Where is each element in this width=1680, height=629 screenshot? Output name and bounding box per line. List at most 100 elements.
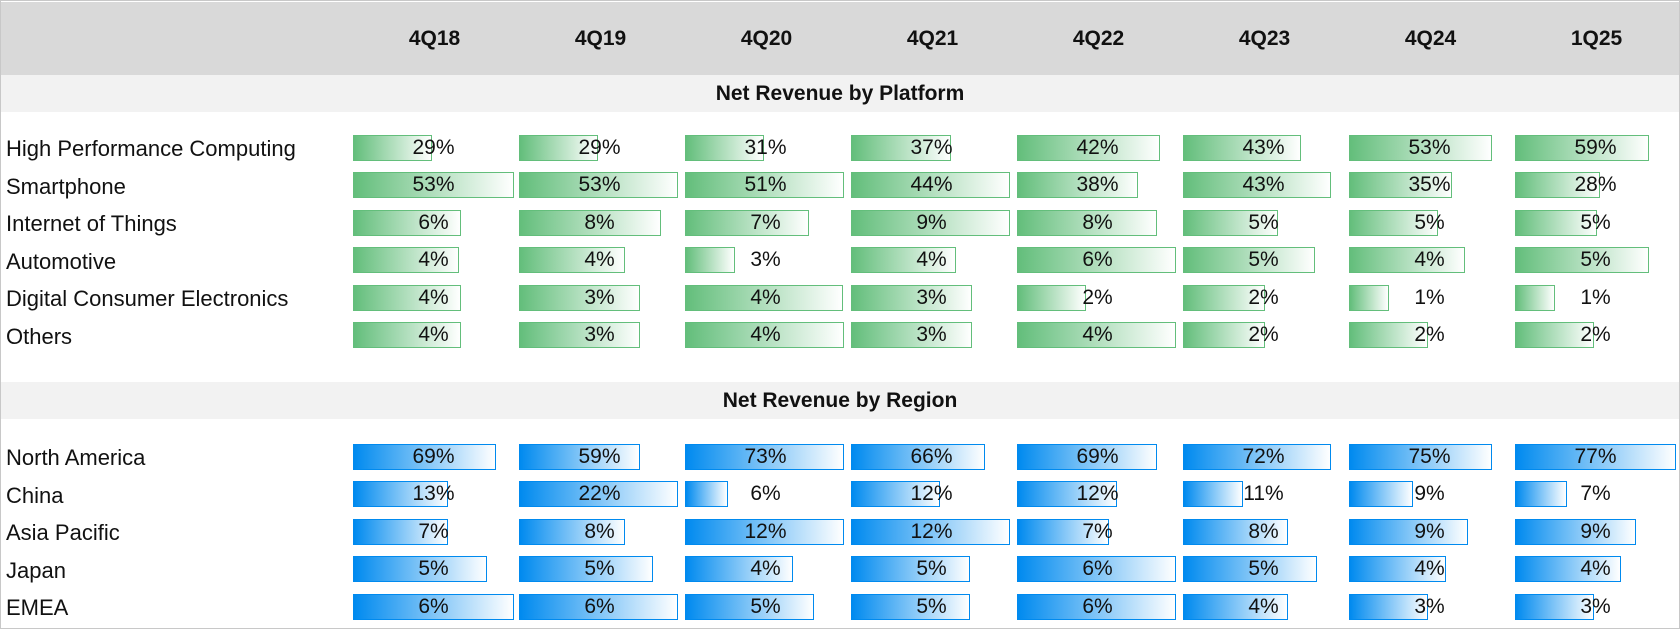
data-cell[interactable]: 12% xyxy=(1017,481,1178,509)
data-cell[interactable]: 75% xyxy=(1349,443,1510,472)
data-cell[interactable]: 8% xyxy=(1183,518,1344,547)
data-cell[interactable]: 6% xyxy=(1017,556,1178,584)
data-cell[interactable]: 3% xyxy=(519,284,680,313)
data-cell[interactable]: 53% xyxy=(1349,134,1510,163)
data-cell[interactable]: 53% xyxy=(519,172,680,200)
cell-value: 59% xyxy=(578,444,621,468)
data-cell[interactable]: 37% xyxy=(851,134,1012,163)
data-cell[interactable]: 29% xyxy=(353,134,514,163)
data-cell[interactable]: 5% xyxy=(1515,209,1676,238)
data-cell[interactable]: 4% xyxy=(1349,556,1510,584)
cell-value: 6% xyxy=(418,594,449,618)
data-cell[interactable]: 2% xyxy=(1017,284,1178,313)
data-cell[interactable]: 7% xyxy=(1017,518,1178,547)
data-cell[interactable]: 38% xyxy=(1017,172,1178,200)
cell-value: 7% xyxy=(418,519,449,543)
data-cell[interactable]: 59% xyxy=(1515,134,1676,163)
data-cell[interactable]: 6% xyxy=(353,209,514,238)
data-cell[interactable]: 6% xyxy=(353,593,514,622)
data-cell[interactable]: 5% xyxy=(1349,209,1510,238)
data-cell[interactable]: 8% xyxy=(519,209,680,238)
data-cell[interactable]: 35% xyxy=(1349,172,1510,200)
row-label: EMEA xyxy=(6,595,69,620)
data-cell[interactable]: 3% xyxy=(1349,593,1510,622)
data-cell[interactable]: 9% xyxy=(851,209,1012,238)
data-cell[interactable]: 5% xyxy=(1515,247,1676,275)
data-cell[interactable]: 6% xyxy=(519,593,680,622)
data-cell[interactable]: 4% xyxy=(353,284,514,313)
data-cell[interactable]: 4% xyxy=(353,322,514,350)
data-cell[interactable]: 5% xyxy=(1183,247,1344,275)
data-cell[interactable]: 43% xyxy=(1183,134,1344,163)
data-cell[interactable]: 2% xyxy=(1515,322,1676,350)
data-cell[interactable]: 11% xyxy=(1183,481,1344,509)
cell-value: 3% xyxy=(1580,594,1611,618)
data-cell[interactable]: 69% xyxy=(1017,443,1178,472)
data-cell[interactable]: 51% xyxy=(685,172,846,200)
data-cell[interactable]: 4% xyxy=(685,322,846,350)
data-cell[interactable]: 72% xyxy=(1183,443,1344,472)
data-cell[interactable]: 5% xyxy=(685,593,846,622)
data-cell[interactable]: 7% xyxy=(685,209,846,238)
data-cell[interactable]: 73% xyxy=(685,443,846,472)
data-cell[interactable]: 7% xyxy=(1515,481,1676,509)
data-cell[interactable]: 9% xyxy=(1515,518,1676,547)
row-label: Smartphone xyxy=(6,173,126,199)
data-cell[interactable]: 5% xyxy=(851,556,1012,584)
data-cell[interactable]: 3% xyxy=(1515,593,1676,622)
column-header: 4Q19 xyxy=(574,27,627,50)
data-cell[interactable]: 4% xyxy=(685,556,846,584)
data-bar xyxy=(685,209,809,236)
data-cell[interactable]: 3% xyxy=(851,322,1012,350)
data-cell[interactable]: 2% xyxy=(1349,322,1510,350)
data-cell[interactable]: 6% xyxy=(685,481,846,509)
data-cell[interactable]: 3% xyxy=(851,284,1012,313)
data-cell[interactable]: 5% xyxy=(519,556,680,584)
data-cell[interactable]: 9% xyxy=(1349,481,1510,509)
data-cell[interactable]: 66% xyxy=(851,443,1012,472)
data-cell[interactable]: 9% xyxy=(1349,518,1510,547)
data-cell[interactable]: 1% xyxy=(1515,284,1676,313)
data-cell[interactable]: 13% xyxy=(353,481,514,509)
data-cell[interactable]: 4% xyxy=(851,247,1012,275)
data-cell[interactable]: 31% xyxy=(685,134,846,163)
data-cell[interactable]: 12% xyxy=(851,481,1012,509)
data-cell[interactable]: 42% xyxy=(1017,134,1178,163)
data-cell[interactable]: 4% xyxy=(1183,593,1344,622)
data-bar xyxy=(353,322,461,348)
data-cell[interactable]: 43% xyxy=(1183,172,1344,200)
data-cell[interactable]: 5% xyxy=(353,556,514,584)
data-cell[interactable]: 12% xyxy=(685,518,846,547)
data-cell[interactable]: 2% xyxy=(1183,322,1344,350)
data-cell[interactable]: 8% xyxy=(519,518,680,547)
data-cell[interactable]: 4% xyxy=(1349,247,1510,275)
data-cell[interactable]: 4% xyxy=(519,247,680,275)
cell-value: 29% xyxy=(412,135,455,159)
data-cell[interactable]: 6% xyxy=(1017,247,1178,275)
data-cell[interactable]: 59% xyxy=(519,443,680,472)
data-cell[interactable]: 5% xyxy=(1183,209,1344,238)
data-cell[interactable]: 3% xyxy=(685,247,846,275)
data-cell[interactable]: 22% xyxy=(519,481,680,509)
data-cell[interactable]: 4% xyxy=(1515,556,1676,584)
data-cell[interactable]: 53% xyxy=(353,172,514,200)
data-cell[interactable]: 1% xyxy=(1349,284,1510,313)
data-cell[interactable]: 44% xyxy=(851,172,1012,200)
data-cell[interactable]: 5% xyxy=(851,593,1012,622)
data-cell[interactable]: 2% xyxy=(1183,284,1344,313)
data-cell[interactable]: 69% xyxy=(353,443,514,472)
data-cell[interactable]: 5% xyxy=(1183,556,1344,584)
data-cell[interactable]: 29% xyxy=(519,134,680,163)
table-row: High Performance Computing 29% 29% 31% 37% 42… xyxy=(0,130,1680,168)
data-cell[interactable]: 4% xyxy=(353,247,514,275)
data-cell[interactable]: 3% xyxy=(519,322,680,350)
cell-value: 2% xyxy=(1248,323,1279,346)
data-cell[interactable]: 28% xyxy=(1515,172,1676,200)
data-cell[interactable]: 4% xyxy=(1017,322,1178,350)
data-cell[interactable]: 12% xyxy=(851,518,1012,547)
data-cell[interactable]: 8% xyxy=(1017,209,1178,238)
data-cell[interactable]: 77% xyxy=(1515,443,1676,472)
data-cell[interactable]: 6% xyxy=(1017,593,1178,622)
data-cell[interactable]: 4% xyxy=(685,284,846,313)
data-cell[interactable]: 7% xyxy=(353,518,514,547)
